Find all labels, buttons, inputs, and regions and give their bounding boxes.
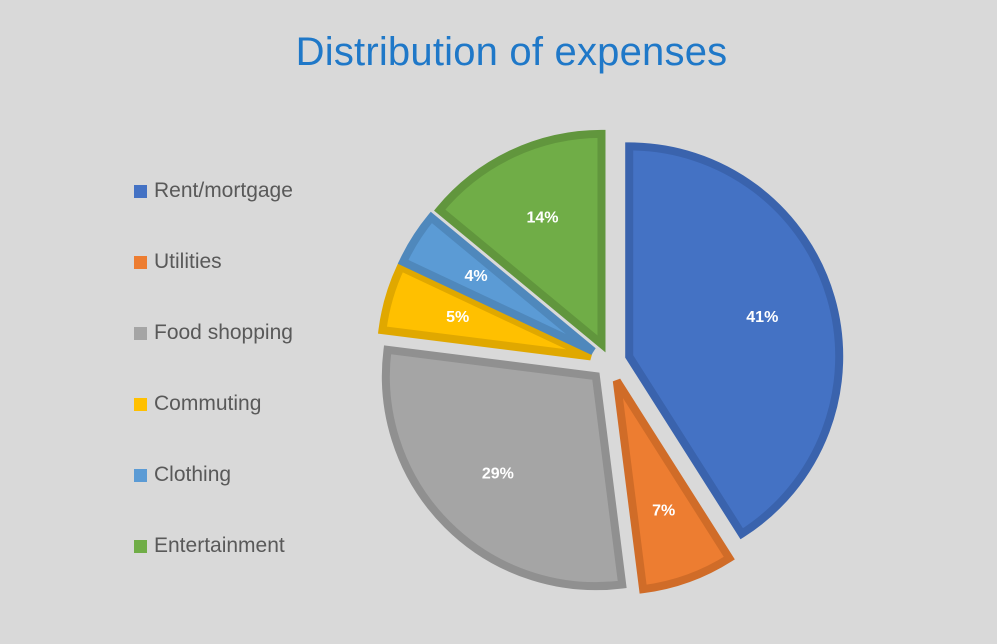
legend-item-utilities: Utilities: [134, 249, 222, 275]
legend-item-food-shopping: Food shopping: [134, 320, 293, 346]
legend-label: Commuting: [154, 392, 262, 415]
legend-swatch: [134, 539, 147, 553]
pie-slice-utilities: [612, 378, 735, 594]
pie-label-utilities: 7%: [652, 502, 675, 519]
legend-item-commuting: Commuting: [134, 391, 261, 417]
pie-slice-commuting: [377, 261, 593, 361]
legend-label: Food shopping: [154, 321, 293, 344]
legend-swatch: [134, 184, 147, 198]
legend-item-rent-mortgage: Rent/mortgage: [134, 178, 293, 204]
legend-item-clothing: Clothing: [134, 462, 231, 488]
pie-label-clothing: 4%: [465, 268, 488, 285]
pie-label-commuting: 5%: [446, 309, 469, 326]
pie-slice-rent-mortgage: [625, 142, 844, 540]
legend-item-entertainment: Entertainment: [134, 533, 285, 559]
pie-label-food-shopping: 29%: [482, 465, 514, 482]
legend-swatch: [134, 468, 147, 482]
pie-slice-clothing: [397, 211, 596, 355]
chart-title: Distribution of expenses: [295, 30, 728, 74]
legend-label: Entertainment: [154, 534, 285, 557]
legend-swatch: [134, 397, 147, 411]
pie-label-rent-mortgage: 41%: [746, 309, 778, 326]
legend-label: Rent/mortgage: [154, 179, 293, 202]
legend-swatch: [134, 255, 147, 269]
pie-slice-food-shopping: [381, 345, 627, 591]
legend-swatch: [134, 326, 147, 340]
pie-slice-entertainment: [434, 129, 606, 353]
pie-label-entertainment: 14%: [526, 210, 558, 227]
legend-label: Clothing: [154, 463, 232, 486]
legend-label: Utilities: [154, 250, 222, 273]
